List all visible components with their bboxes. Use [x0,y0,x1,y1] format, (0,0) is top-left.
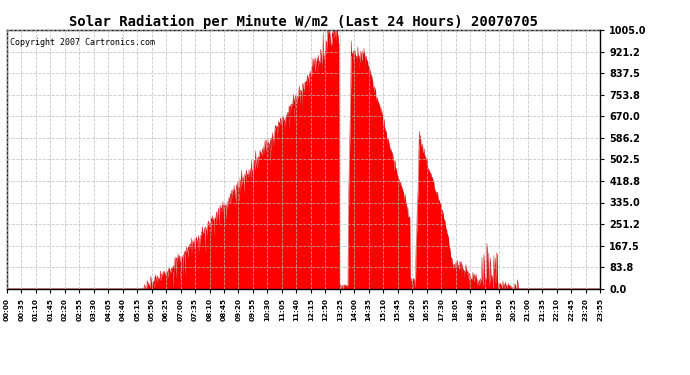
Text: Copyright 2007 Cartronics.com: Copyright 2007 Cartronics.com [10,38,155,47]
Title: Solar Radiation per Minute W/m2 (Last 24 Hours) 20070705: Solar Radiation per Minute W/m2 (Last 24… [69,15,538,29]
